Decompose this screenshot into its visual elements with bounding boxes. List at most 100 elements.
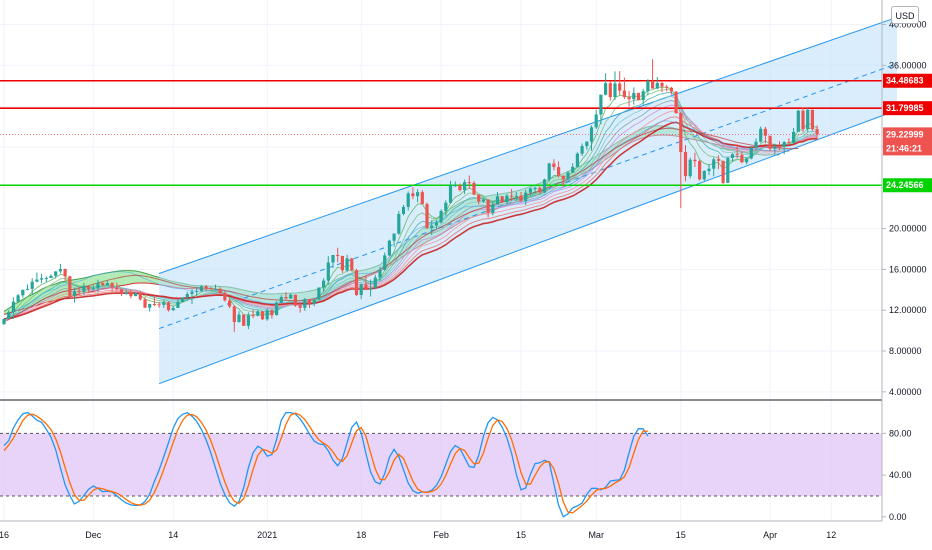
- candle-body: [87, 286, 91, 290]
- candle-body: [448, 185, 453, 203]
- price-tag-label: 29.22999: [886, 129, 924, 139]
- candle-body: [340, 255, 344, 271]
- candle-body: [129, 292, 133, 297]
- candle-body: [134, 292, 138, 297]
- candle-body: [383, 255, 387, 271]
- candle-body: [40, 278, 44, 280]
- candle-body: [510, 195, 514, 197]
- candle-body: [119, 289, 124, 295]
- candle-body: [275, 302, 279, 316]
- candle-body: [613, 83, 617, 98]
- candlesticks: [2, 59, 819, 332]
- candle-body: [30, 281, 34, 289]
- time-tick-label: 15: [516, 530, 526, 540]
- candle-body: [439, 210, 443, 223]
- candle-body: [270, 310, 274, 316]
- candle-body: [96, 282, 100, 289]
- candle-body: [712, 159, 716, 169]
- candle-body: [745, 158, 749, 163]
- candle-body: [561, 175, 565, 180]
- candle-body: [557, 167, 561, 176]
- candle-body: [792, 131, 796, 143]
- channel-lower: [158, 109, 898, 385]
- price-tags: 34.48683 31.79985 29.22999 21:46:21 24.24566: [883, 73, 932, 193]
- candle-body: [524, 192, 528, 201]
- candle-body: [763, 128, 767, 136]
- candle-body: [218, 288, 222, 293]
- candle-body: [782, 142, 786, 147]
- price-tick-label: 40.00000: [889, 19, 927, 29]
- candle-body: [589, 127, 594, 142]
- candle-body: [242, 314, 246, 326]
- candle-body: [392, 233, 396, 241]
- candle-body: [350, 258, 354, 271]
- candle-body: [651, 80, 655, 89]
- price-tick-label: 12.00000: [889, 305, 927, 315]
- currency-button[interactable]: USD: [891, 6, 919, 24]
- candle-body: [810, 109, 814, 130]
- candle-body: [199, 286, 203, 292]
- candle-body: [463, 182, 467, 191]
- candle-body: [636, 92, 641, 100]
- candle-body: [796, 110, 800, 132]
- candle-body: [458, 185, 462, 191]
- candle-body: [157, 304, 161, 306]
- candle-body: [35, 279, 39, 282]
- cloud-segment: [121, 270, 127, 286]
- candle-body: [500, 196, 504, 203]
- candle-body: [293, 294, 297, 306]
- candle-body: [373, 277, 377, 288]
- candle-body: [397, 213, 401, 234]
- candle-body: [580, 146, 584, 154]
- candle-body: [105, 283, 109, 286]
- candle-body: [806, 109, 810, 130]
- candle-body: [716, 159, 720, 161]
- price-tick-label: 4.00000: [889, 387, 922, 397]
- candle-body: [693, 159, 697, 162]
- candle-body: [773, 146, 777, 149]
- candle-body: [425, 204, 429, 228]
- base-line: [3, 127, 799, 323]
- stoch-tick-label: 40.00: [889, 470, 912, 480]
- candle-body: [702, 171, 706, 180]
- candle-body: [552, 163, 556, 168]
- candle-body: [759, 128, 763, 142]
- candle-body: [176, 302, 180, 308]
- time-tick-label: 18: [356, 530, 366, 540]
- candle-body: [660, 82, 664, 87]
- candle-body: [599, 94, 603, 115]
- candle-body: [787, 142, 791, 144]
- candle-body: [185, 294, 189, 298]
- candle-body: [228, 300, 232, 307]
- horizontal-levels: [0, 79, 882, 187]
- candle-body: [138, 292, 142, 300]
- price-tag: [883, 127, 932, 156]
- candle-body: [260, 311, 265, 320]
- candle-body: [124, 292, 128, 295]
- candle-body: [63, 268, 67, 277]
- candle-body: [472, 182, 476, 195]
- candle-body: [322, 280, 326, 288]
- candle-body: [387, 240, 391, 256]
- time-tick-label: 14: [168, 530, 178, 540]
- candle-body: [749, 147, 753, 159]
- candle-body: [698, 161, 702, 180]
- candle-body: [608, 83, 612, 98]
- stochastic-axis[interactable]: 80.00 40.00 0.00: [882, 428, 912, 522]
- candle-body: [369, 287, 373, 289]
- candle-body: [152, 303, 156, 305]
- candle-body: [453, 185, 457, 187]
- candle-body: [49, 275, 53, 279]
- candle-body: [190, 291, 194, 295]
- candle-body: [345, 258, 349, 271]
- time-axis[interactable]: 16 Dec 14 2021 18 Feb 15 Mar 15 Apr 12: [0, 530, 836, 540]
- candle-body: [575, 153, 579, 167]
- candle-body: [618, 83, 622, 91]
- candle-body: [364, 284, 368, 289]
- candle-body: [209, 288, 213, 290]
- candle-body: [110, 283, 114, 288]
- candle-body: [411, 193, 415, 197]
- candle-body: [232, 306, 236, 323]
- candle-body: [326, 262, 330, 281]
